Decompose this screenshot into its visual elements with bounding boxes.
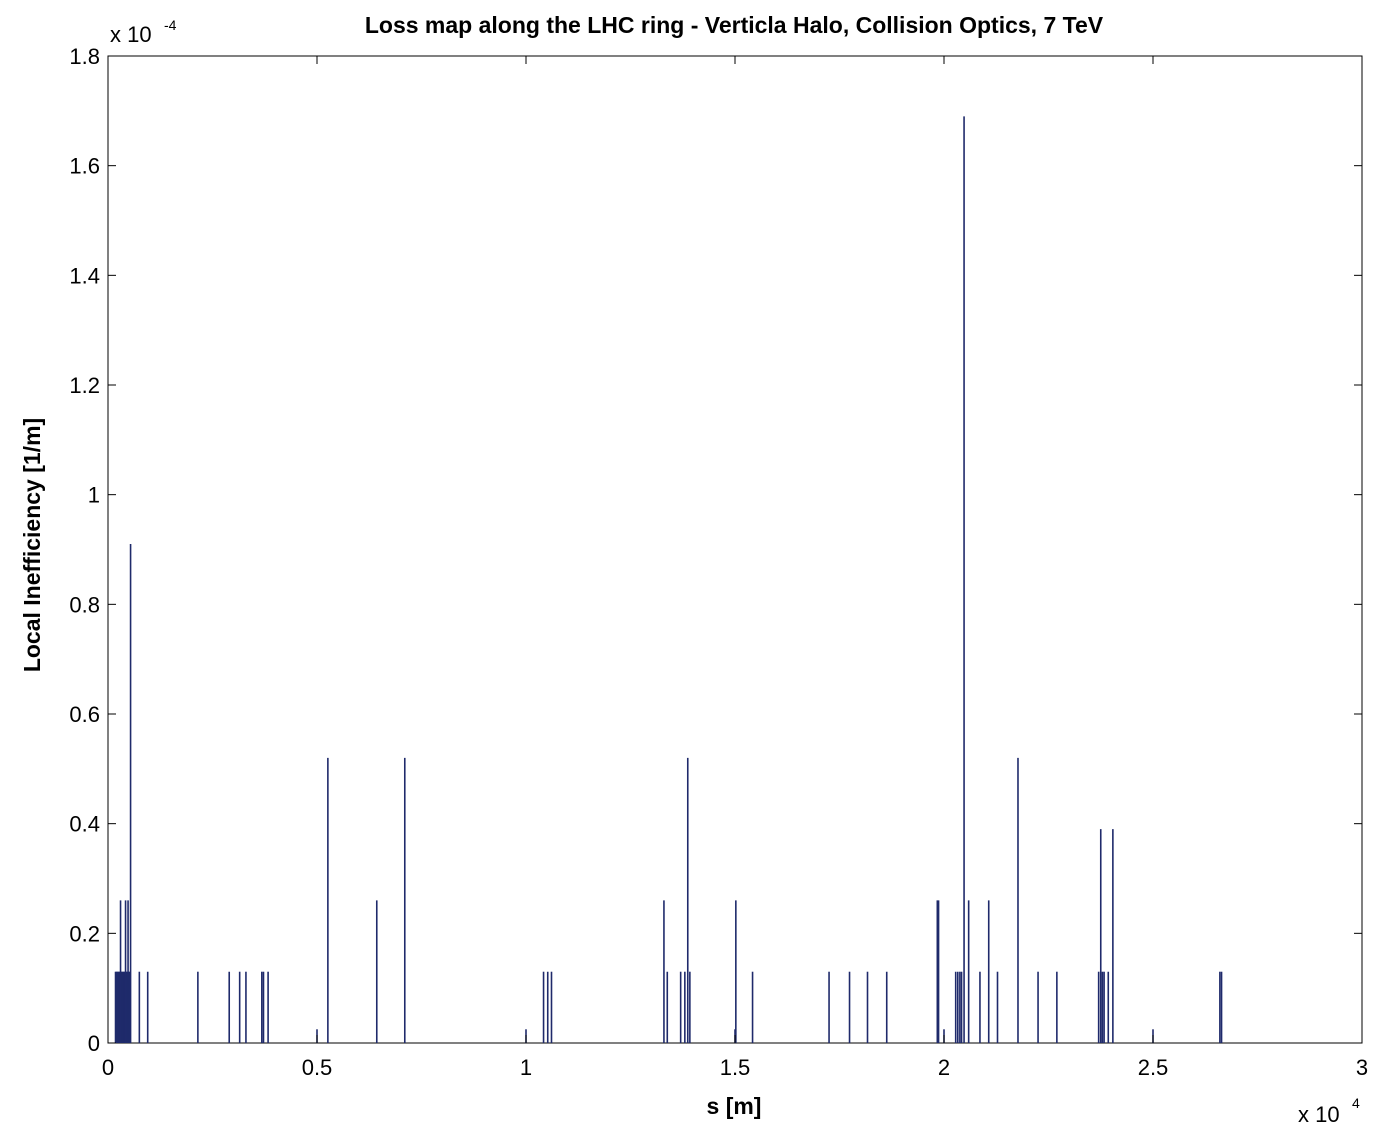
x-ticks-group: 0 0.5 1 1.5 2 2.5 3 [102,56,1368,1080]
y-axis-label: Local Inefficiency [1/m] [19,418,45,672]
x-multiplier-base: x 10 [1298,1102,1340,1127]
y-tick-label: 1 [88,483,100,508]
y-multiplier-exponent: -4 [164,17,177,33]
y-tick-label: 1.2 [69,373,100,398]
x-tick-label: 1 [520,1055,532,1080]
x-tick-label: 3 [1356,1055,1368,1080]
x-multiplier-exponent: 4 [1352,1095,1360,1111]
y-multiplier: x 10 -4 [110,17,177,47]
y-tick-label: 0 [88,1031,100,1056]
y-multiplier-base: x 10 [110,22,152,47]
x-axis-label: s [m] [707,1093,762,1119]
y-tick-label: 0.4 [69,812,100,837]
x-tick-label: 0 [102,1055,114,1080]
chart-title: Loss map along the LHC ring - Verticla H… [365,12,1104,38]
y-tick-label: 0.2 [69,921,100,946]
x-tick-label: 0.5 [302,1055,333,1080]
y-tick-label: 0.8 [69,592,100,617]
x-tick-label: 2 [938,1055,950,1080]
y-tick-label: 1.8 [69,44,100,69]
y-tick-label: 1.4 [69,263,100,288]
x-tick-label: 2.5 [1138,1055,1169,1080]
y-ticks-group: 0 0.2 0.4 0.6 0.8 1 1.2 1.4 1.6 1.8 [69,44,1362,1056]
y-tick-label: 0.6 [69,702,100,727]
plot-area [107,55,1363,1044]
bars-group [114,116,1223,1043]
x-tick-label: 1.5 [720,1055,751,1080]
y-tick-label: 1.6 [69,154,100,179]
x-multiplier: x 10 4 [1298,1095,1360,1127]
